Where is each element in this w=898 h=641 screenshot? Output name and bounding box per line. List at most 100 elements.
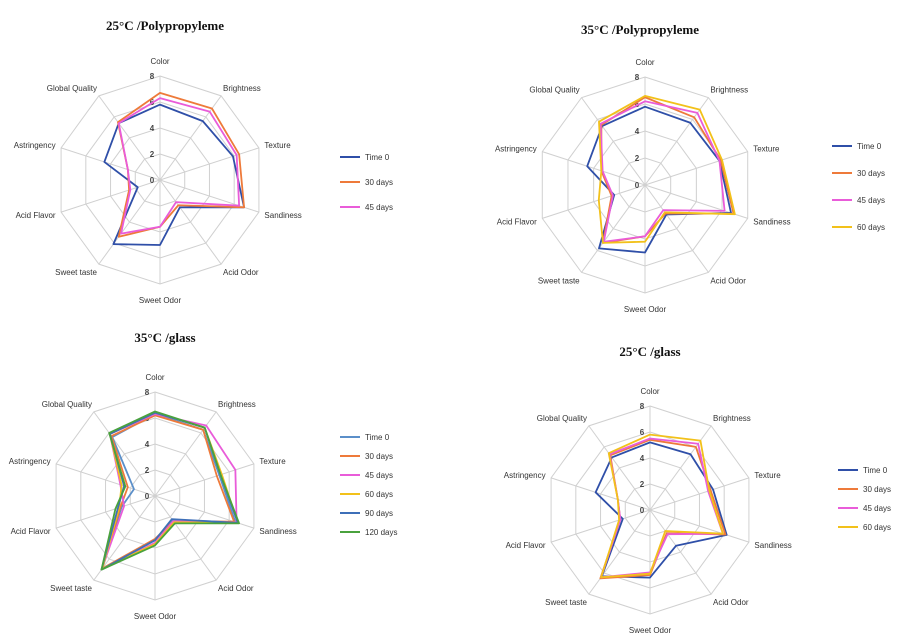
legend: Time 0 30 days 45 days 60 days 90 days 120 da…	[340, 433, 397, 537]
tick-label: 8	[635, 73, 640, 82]
axis-label: Sandiness	[264, 211, 301, 220]
axis-label: Color	[635, 58, 654, 67]
series-line	[103, 103, 245, 246]
axis-spoke	[581, 184, 646, 273]
legend-label: 120 days	[365, 528, 397, 537]
axis-label: Brightness	[223, 84, 261, 93]
series-line	[597, 95, 736, 244]
axis-label: Sweet taste	[538, 276, 580, 285]
axis-label: Brightness	[710, 86, 748, 95]
axis-spoke	[550, 509, 651, 543]
axis-spoke	[98, 95, 161, 181]
axis-label: Sandiness	[754, 541, 791, 550]
legend-label: 60 days	[863, 523, 891, 532]
axis-label: Texture	[259, 457, 286, 466]
tick-label: 4	[635, 127, 640, 136]
tick-label: 0	[150, 176, 155, 185]
axis-spoke	[55, 463, 156, 497]
tick-label: 8	[150, 72, 155, 81]
legend-label: Time 0	[857, 142, 882, 151]
tick-label: 2	[145, 466, 150, 475]
axis-spoke	[644, 151, 748, 186]
legend-label: 45 days	[365, 471, 393, 480]
axis-spoke	[55, 495, 156, 529]
tick-label: 4	[640, 454, 645, 463]
axis-spoke	[60, 179, 161, 213]
axis-spoke	[154, 495, 217, 581]
tick-label: 0	[145, 492, 150, 501]
axis-label: Acid Odor	[710, 276, 746, 285]
axis-label: Sweet taste	[50, 584, 92, 593]
axis-label: Color	[150, 57, 169, 66]
axis-label: Acid Flavor	[16, 211, 56, 220]
axis-spoke	[542, 151, 646, 186]
axis-label: Acid Flavor	[11, 527, 51, 536]
chart-title: 25°C /Polypropyleme	[106, 18, 224, 33]
axis-label: Sweet taste	[55, 268, 97, 277]
tick-label: 4	[145, 440, 150, 449]
axis-label: Acid Flavor	[497, 217, 537, 226]
axis-label: Brightness	[713, 414, 751, 423]
axis-spoke	[60, 147, 161, 181]
legend-label: 30 days	[863, 485, 891, 494]
axis-spoke	[93, 495, 156, 581]
chart-title: 35°C /Polypropyleme	[581, 22, 699, 37]
axis-spoke	[98, 179, 161, 265]
axis-label: Astringency	[14, 141, 56, 150]
tick-label: 8	[640, 402, 645, 411]
axis-label: Sandiness	[753, 217, 790, 226]
legend-label: 60 days	[365, 490, 393, 499]
axis-label: Sweet taste	[545, 598, 587, 607]
legend: Time 0 30 days 45 days 60 days	[838, 466, 891, 532]
axis-spoke	[159, 95, 222, 181]
series-line	[586, 105, 732, 254]
axis-label: Sweet Odor	[624, 305, 667, 314]
radar-chart-2: 35°C /Polypropyleme02468ColorBrightnessT…	[495, 22, 885, 314]
legend-label: 45 days	[365, 203, 393, 212]
axis-spoke	[93, 411, 156, 497]
tick-label: 2	[635, 154, 640, 163]
legend: Time 0 30 days 45 days 60 days	[832, 142, 885, 232]
axis-label: Astringency	[504, 471, 546, 480]
series-line	[599, 100, 726, 243]
legend-label: 45 days	[863, 504, 891, 513]
axis-spoke	[588, 509, 651, 595]
axis-label: Sweet Odor	[139, 296, 182, 305]
axis-spoke	[649, 509, 750, 543]
legend-label: 60 days	[857, 223, 885, 232]
axis-label: Sweet Odor	[629, 626, 672, 635]
axis-label: Color	[640, 387, 659, 396]
tick-label: 4	[150, 124, 155, 133]
legend-label: 30 days	[365, 452, 393, 461]
axis-label: Texture	[264, 141, 291, 150]
axis-label: Acid Odor	[218, 584, 254, 593]
tick-label: 8	[145, 388, 150, 397]
axis-label: Astringency	[495, 145, 537, 154]
series-line	[600, 433, 724, 579]
radar-chart-1: 25°C /Polypropyleme02468ColorBrightnessT…	[14, 18, 393, 305]
axis-label: Global Quality	[47, 84, 97, 93]
radar-chart-3: 35°C /glass02468ColorBrightnessTextureSa…	[9, 330, 398, 621]
axis-label: Sweet Odor	[134, 612, 177, 621]
tick-label: 6	[640, 428, 645, 437]
axis-spoke	[159, 179, 222, 265]
axis-spoke	[644, 184, 709, 273]
tick-label: 2	[640, 480, 645, 489]
chart-title: 35°C /glass	[134, 330, 195, 345]
axis-label: Texture	[754, 471, 781, 480]
axis-spoke	[159, 147, 260, 181]
axis-spoke	[542, 184, 646, 219]
axis-label: Color	[145, 373, 164, 382]
legend-label: 90 days	[365, 509, 393, 518]
axis-label: Acid Flavor	[506, 541, 546, 550]
axis-spoke	[649, 509, 712, 595]
legend-label: 45 days	[857, 196, 885, 205]
series-line	[100, 410, 240, 571]
axis-label: Global Quality	[537, 414, 587, 423]
axis-spoke	[154, 463, 255, 497]
legend-label: Time 0	[365, 433, 390, 442]
tick-label: 0	[635, 181, 640, 190]
legend-label: 30 days	[857, 169, 885, 178]
radar-chart-4: 25°C /glass 0 2 4 6 8 Color Brightness Texture Sa…	[504, 344, 891, 635]
